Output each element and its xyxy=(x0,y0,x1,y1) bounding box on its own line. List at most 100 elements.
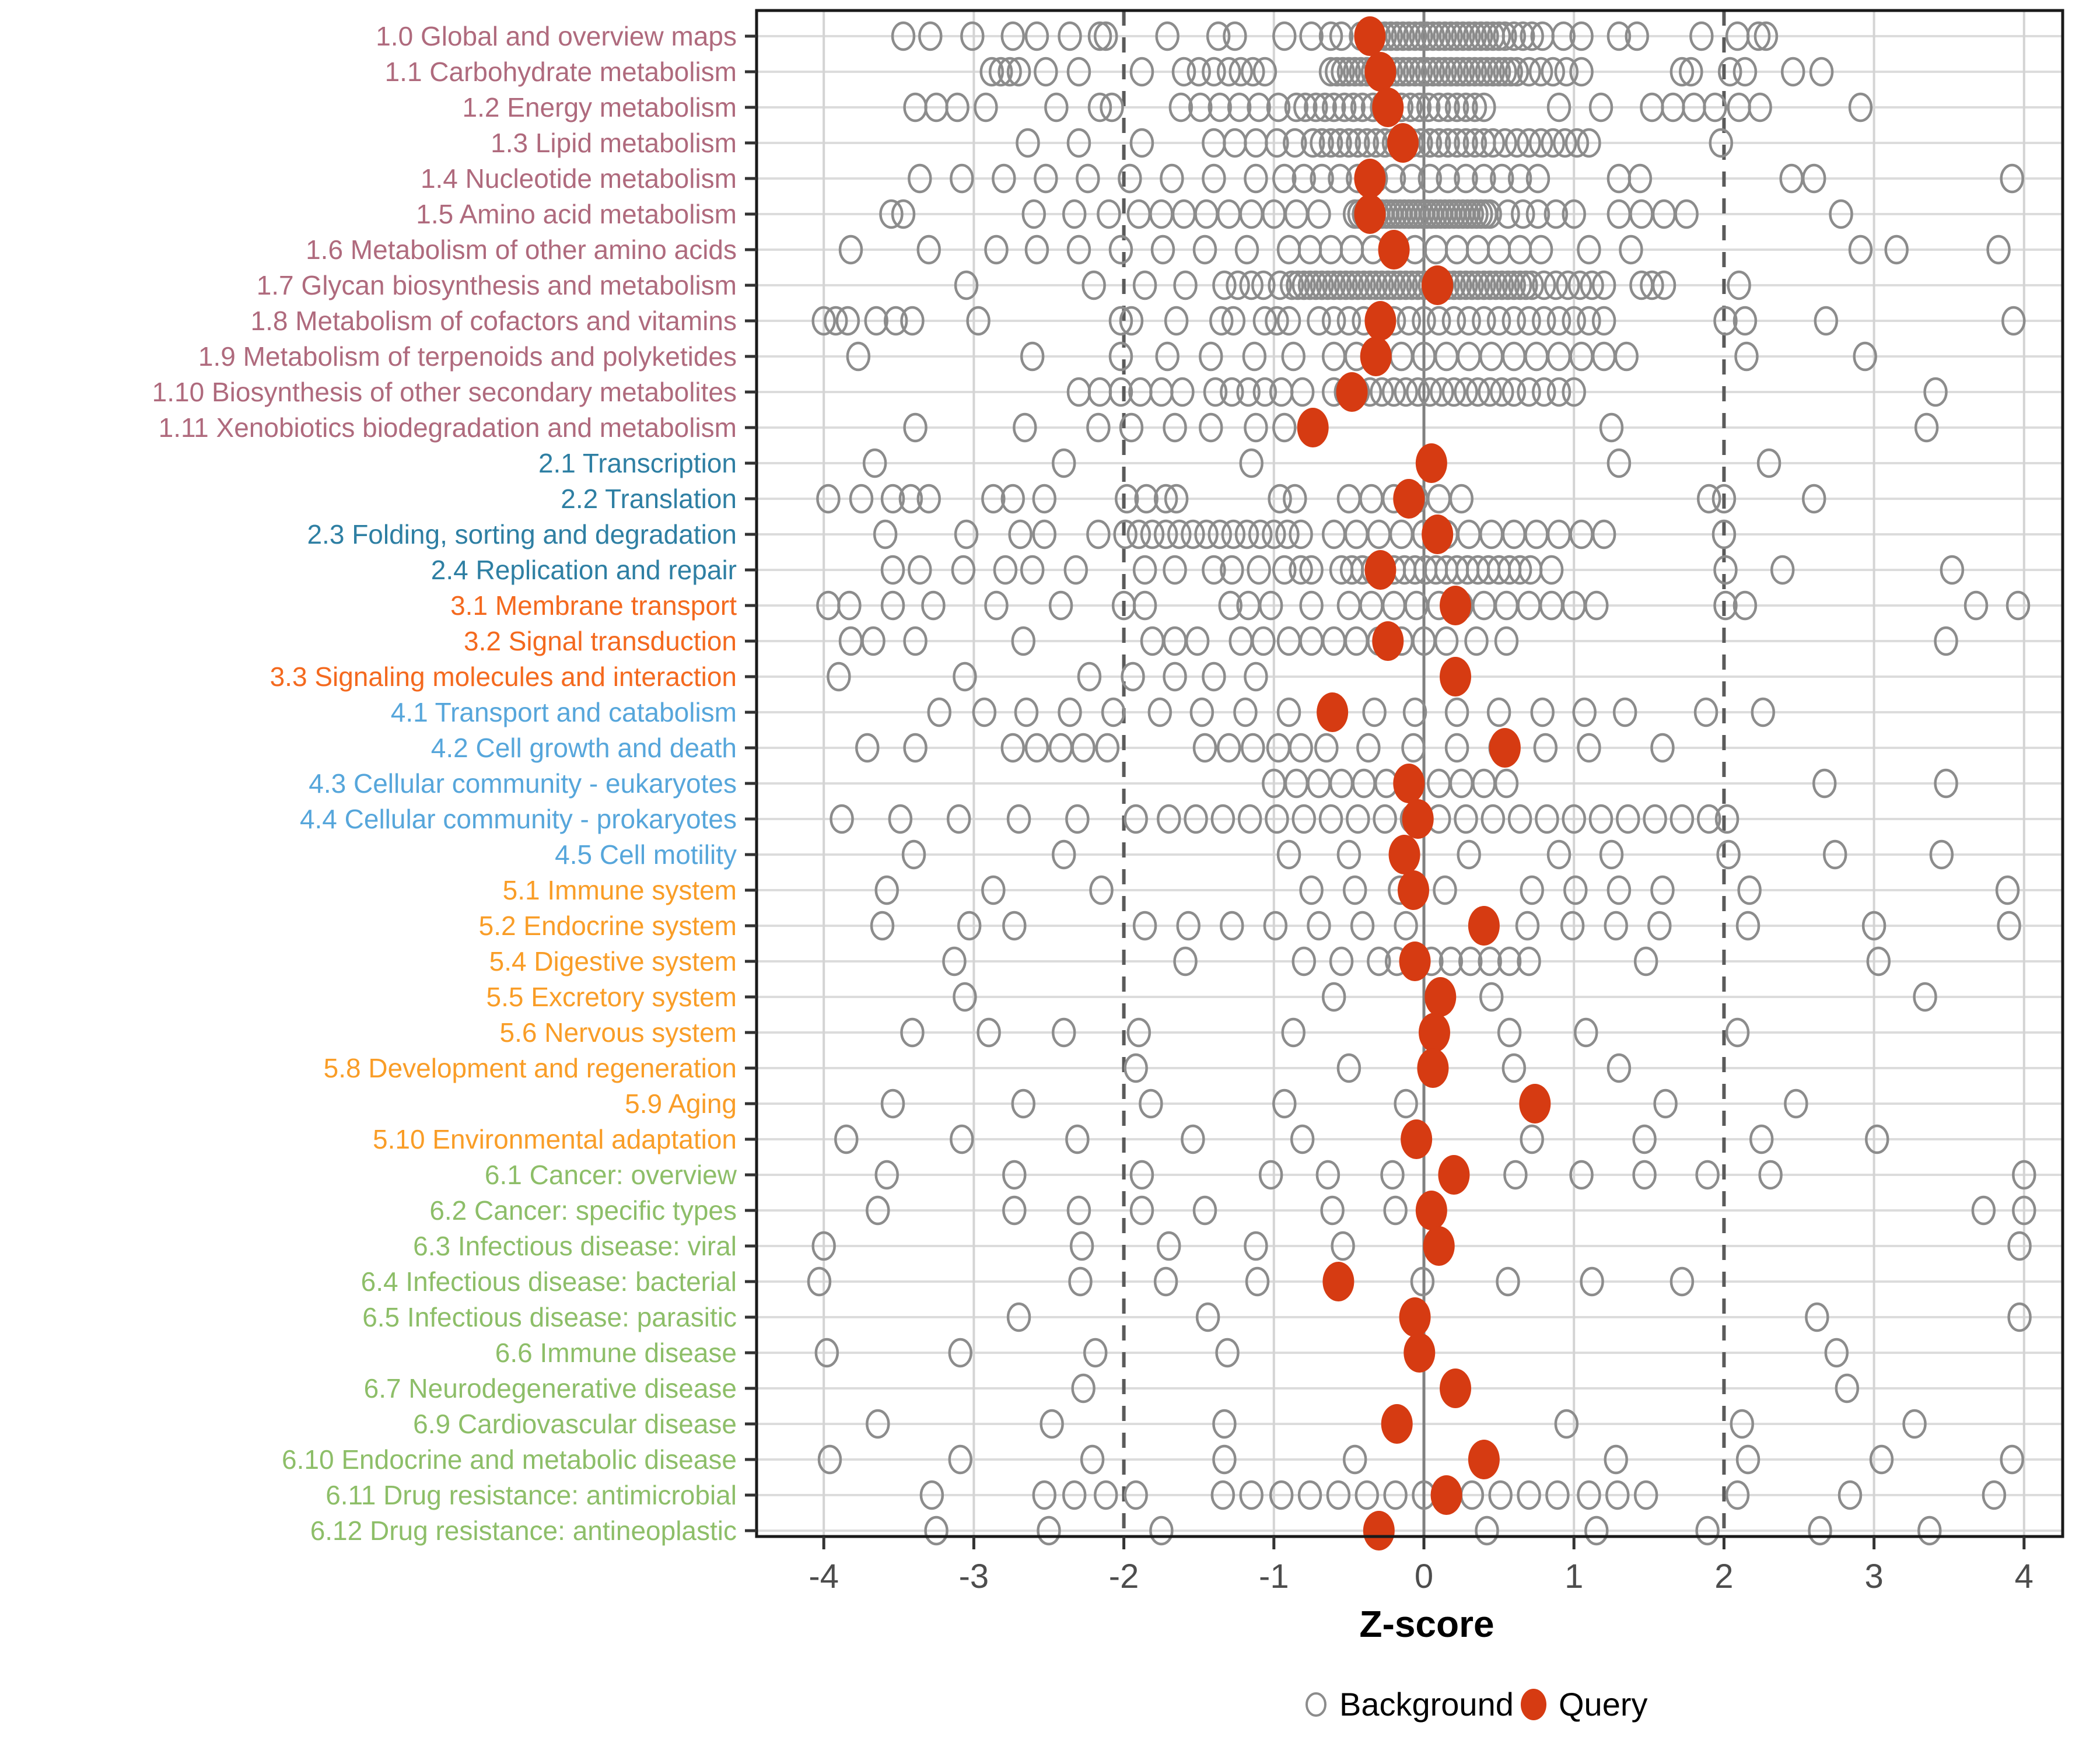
background-point xyxy=(2007,1302,2032,1332)
query-point xyxy=(1468,1440,1500,1479)
background-point xyxy=(1986,235,2011,265)
background-point xyxy=(1848,92,1873,123)
background-point xyxy=(1108,341,1133,372)
background-point xyxy=(1584,1516,1609,1546)
background-point xyxy=(1532,270,1556,300)
background-point xyxy=(1546,92,1572,123)
background-point xyxy=(1124,1480,1148,1510)
background-point xyxy=(1247,555,1271,585)
background-point xyxy=(1268,484,1292,514)
background-point xyxy=(830,804,854,834)
background-point xyxy=(1252,306,1278,336)
query-point xyxy=(1393,764,1425,803)
background-point xyxy=(1454,270,1478,300)
background-point xyxy=(1546,377,1572,407)
background-point xyxy=(1310,163,1334,194)
background-point xyxy=(1577,235,1601,265)
background-point xyxy=(1153,484,1178,514)
background-point xyxy=(1410,1266,1435,1297)
background-point xyxy=(1717,57,1742,87)
panel-border xyxy=(755,9,2064,1538)
background-point xyxy=(1354,1480,1380,1510)
background-point xyxy=(1479,982,1504,1012)
background-point xyxy=(1405,377,1430,407)
background-point xyxy=(834,1124,859,1154)
background-point xyxy=(1210,804,1236,834)
background-point xyxy=(1244,662,1268,692)
background-point xyxy=(1058,21,1082,51)
background-point xyxy=(1221,306,1246,336)
background-point xyxy=(1139,1088,1163,1119)
query-point xyxy=(1438,1155,1470,1195)
background-point xyxy=(1444,57,1469,87)
background-point xyxy=(866,1409,890,1439)
background-point xyxy=(1415,57,1439,87)
background-point xyxy=(1436,128,1460,158)
background-point xyxy=(1619,235,1643,265)
query-point xyxy=(1419,1013,1451,1052)
background-point xyxy=(1546,306,1572,336)
background-point xyxy=(1712,519,1737,550)
background-point xyxy=(1373,804,1397,834)
background-point xyxy=(1478,946,1502,977)
background-point xyxy=(1185,626,1210,656)
background-point xyxy=(1606,875,1632,905)
background-point xyxy=(1997,911,2021,941)
query-point xyxy=(1336,372,1368,412)
background-point xyxy=(1562,306,1586,336)
background-point xyxy=(1499,57,1523,87)
background-point xyxy=(1292,804,1316,834)
background-point xyxy=(1454,128,1478,158)
background-point xyxy=(1069,1231,1094,1261)
background-point xyxy=(1292,946,1316,977)
background-point xyxy=(1032,1480,1057,1510)
background-point xyxy=(866,1195,890,1226)
background-point xyxy=(1089,875,1114,905)
background-point xyxy=(1381,270,1406,300)
query-point xyxy=(1364,550,1396,590)
background-point xyxy=(1100,92,1124,123)
background-point xyxy=(977,1017,1001,1048)
background-point xyxy=(1083,1338,1108,1368)
background-point xyxy=(1434,626,1459,656)
background-point xyxy=(1633,946,1658,977)
background-point xyxy=(1517,1480,1541,1510)
query-point xyxy=(1297,408,1329,447)
background-point xyxy=(1300,128,1325,158)
background-point xyxy=(1560,911,1585,941)
background-point xyxy=(2001,306,2026,336)
background-point xyxy=(1507,804,1532,834)
background-point xyxy=(1577,1480,1601,1510)
background-point xyxy=(1528,57,1553,87)
background-point xyxy=(1153,1266,1178,1297)
query-point xyxy=(1404,1333,1436,1373)
background-point xyxy=(1564,128,1590,158)
legend: Background Query xyxy=(1306,1686,1648,1723)
background-point xyxy=(1670,1266,1695,1297)
background-point xyxy=(879,199,904,229)
background-point xyxy=(1507,270,1532,300)
row-label: 3.3 Signaling molecules and interaction xyxy=(270,662,737,692)
background-point xyxy=(1709,128,1734,158)
x-tick-label: 2 xyxy=(1714,1558,1733,1595)
background-point xyxy=(1934,768,1958,799)
background-point xyxy=(1507,555,1532,585)
background-point xyxy=(1468,21,1493,51)
row-label: 1.4 Nucleotide metabolism xyxy=(421,163,737,194)
background-point xyxy=(1848,235,1873,265)
background-point xyxy=(1132,555,1157,585)
query-point xyxy=(1354,16,1386,56)
background-point xyxy=(1689,21,1714,51)
background-point xyxy=(950,1124,974,1154)
background-point xyxy=(1917,1516,1942,1546)
background-point xyxy=(1929,839,1954,870)
background-point xyxy=(1173,946,1198,977)
background-point xyxy=(1829,199,1853,229)
legend-background-icon xyxy=(1306,1692,1326,1717)
background-point xyxy=(1118,163,1142,194)
background-point xyxy=(1199,412,1223,443)
background-point xyxy=(1318,57,1343,87)
background-point xyxy=(1436,92,1460,123)
background-point xyxy=(1544,270,1569,300)
background-point xyxy=(1108,306,1133,336)
